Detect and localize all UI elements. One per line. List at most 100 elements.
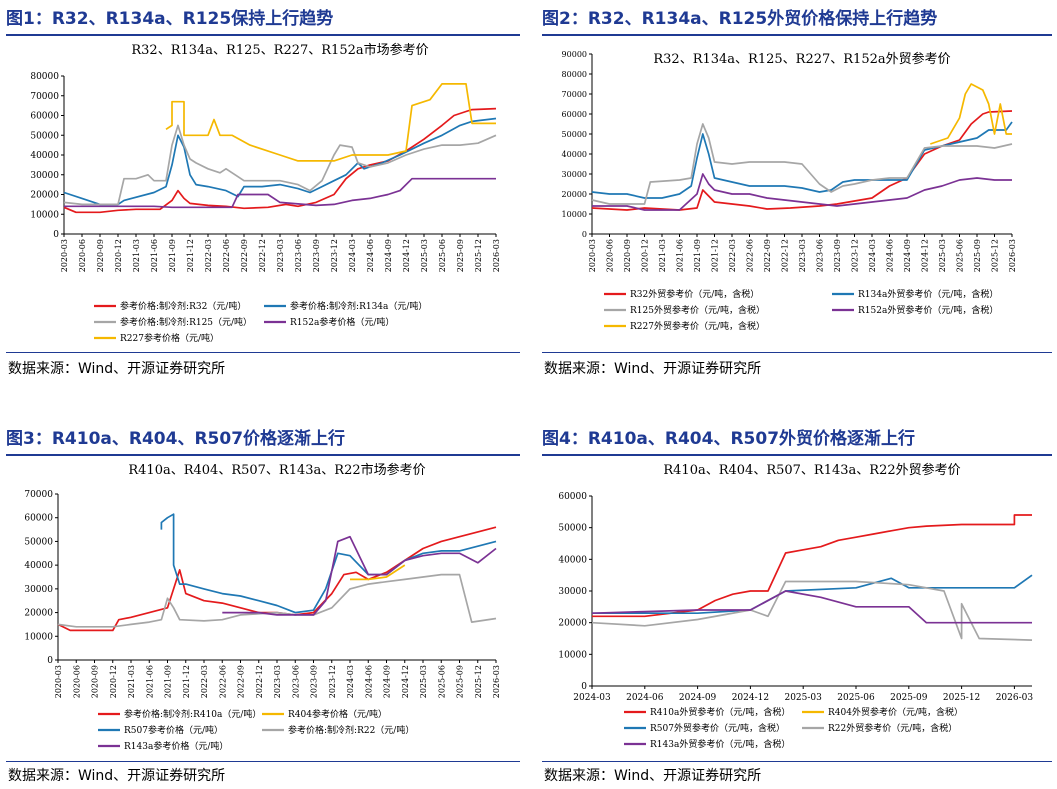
chart-3-svg: R410a、R404、R507、R143a、R22市场参考价 0 10000 2000… xyxy=(24,462,501,752)
y-tick-label: 40000 xyxy=(24,561,53,571)
x-tick-label: 2024-09 xyxy=(679,693,717,703)
series-line xyxy=(63,117,497,206)
y-tick-label: 70000 xyxy=(24,490,53,500)
y-tick-label: 90000 xyxy=(562,50,587,59)
legend-label: R125外贸参考价（元/吨，含税） xyxy=(630,304,765,316)
series-line xyxy=(350,564,406,581)
y-tick-label: 10000 xyxy=(30,210,59,220)
x-tick-label: 2024-09 xyxy=(384,239,393,272)
x-tick-label: 2023-06 xyxy=(816,239,825,272)
x-tick-label: 2025-03 xyxy=(419,665,428,698)
figure-2-heading: 图2：R32、R134a、R125外贸价格保持上行趋势 xyxy=(542,9,938,29)
x-tick-label: 2023-03 xyxy=(273,665,282,698)
series-line xyxy=(63,107,497,214)
y-tick-label: 30000 xyxy=(558,587,587,597)
x-tick-label: 2021-06 xyxy=(676,239,685,272)
y-tick-label: 10000 xyxy=(558,650,587,660)
x-tick-label: 2021-09 xyxy=(168,239,177,272)
legend-label: R152a外贸参考价（元/吨，含税） xyxy=(858,304,998,316)
legend-label: R404参考价格（元/吨） xyxy=(288,708,387,720)
x-tick-label: 2022-06 xyxy=(746,239,755,272)
y-tick-label: 70000 xyxy=(30,92,59,102)
legend-label: R227外贸参考价（元/吨，含税） xyxy=(630,320,765,332)
y-tick-label: 60000 xyxy=(30,112,59,122)
y-tick-label: 80000 xyxy=(562,70,587,79)
x-tick-label: 2025-09 xyxy=(456,239,465,272)
x-tick-label: 2024-09 xyxy=(383,665,392,698)
figure-2-source: 数据来源：Wind、开源证券研究所 xyxy=(544,361,762,377)
x-tick-label: 2025-06 xyxy=(437,665,446,698)
series-line xyxy=(592,173,1012,211)
x-tick-label: 2020-09 xyxy=(91,665,100,698)
x-tick-label: 2021-06 xyxy=(145,665,154,698)
x-tick-label: 2020-06 xyxy=(72,665,81,698)
x-tick-label: 2025-06 xyxy=(956,239,965,272)
source-rule xyxy=(6,352,520,353)
figure-1-heading: 图1：R32、R134a、R125保持上行趋势 xyxy=(6,9,334,29)
x-tick-label: 2022-03 xyxy=(200,665,209,698)
legend-label: R410a外贸参考价（元/吨，含税） xyxy=(650,706,790,718)
x-tick-label: 2024-12 xyxy=(921,239,930,272)
source-rule xyxy=(542,352,1052,353)
series-line xyxy=(591,590,1032,624)
y-tick-label: 50000 xyxy=(558,524,587,534)
legend-label: R134a外贸参考价（元/吨，含税） xyxy=(858,288,998,300)
y-tick-label: 80000 xyxy=(30,72,59,82)
y-tick-label: 50000 xyxy=(562,130,587,139)
series-line xyxy=(64,177,496,209)
x-tick-label: 2023-12 xyxy=(330,239,339,272)
x-tick-label: 2026-03 xyxy=(492,239,501,272)
x-tick-label: 2025-09 xyxy=(456,665,465,698)
x-tick-label: 2020-09 xyxy=(623,239,632,272)
x-tick-label: 2021-03 xyxy=(132,239,141,272)
x-tick-label: 2020-06 xyxy=(606,239,615,272)
x-tick-label: 2026-03 xyxy=(1008,239,1017,272)
x-tick-label: 2022-09 xyxy=(240,239,249,272)
chart-title: R410a、R404、R507、R143a、R22外贸参考价 xyxy=(663,462,960,478)
legend-label: 参考价格:制冷剂:R134a（元/吨） xyxy=(290,300,427,312)
y-tick-label: 10000 xyxy=(24,632,53,642)
x-tick-label: 2020-09 xyxy=(96,239,105,272)
x-tick-label: 2024-12 xyxy=(732,693,769,703)
series-line xyxy=(222,535,497,616)
chart-2-svg: R32、R134a、R125、R227、R152a外贸参考价 0 10000 2000… xyxy=(562,50,1017,332)
x-tick-label: 2025-03 xyxy=(938,239,947,272)
x-tick-label: 2020-06 xyxy=(78,239,87,272)
figure-4-source: 数据来源：Wind、开源证券研究所 xyxy=(544,768,762,784)
source-rule xyxy=(6,761,520,762)
x-tick-label: 2024-12 xyxy=(401,665,410,698)
x-tick-label: 2022-06 xyxy=(218,665,227,698)
series-line xyxy=(165,83,496,162)
x-tick-label: 2023-09 xyxy=(833,239,842,272)
legend-label: R227参考价格（元/吨） xyxy=(120,332,219,344)
x-tick-label: 2022-12 xyxy=(781,239,790,272)
y-tick-label: 20000 xyxy=(558,619,587,629)
legend-label: R404外贸参考价（元/吨，含税） xyxy=(828,706,963,718)
x-tick-label: 2025-03 xyxy=(420,239,429,272)
y-tick-label: 20000 xyxy=(562,190,587,199)
x-tick-label: 2024-06 xyxy=(366,239,375,272)
x-tick-label: 2023-03 xyxy=(798,239,807,272)
heading-rule xyxy=(542,454,1052,456)
legend-label: R507参考价格（元/吨） xyxy=(124,724,223,736)
x-tick-label: 2024-12 xyxy=(402,239,411,272)
x-tick-label: 2024-06 xyxy=(886,239,895,272)
x-tick-label: 2023-12 xyxy=(328,665,337,698)
series-line xyxy=(160,513,497,614)
x-tick-label: 2024-09 xyxy=(903,239,912,272)
y-tick-label: 40000 xyxy=(562,150,587,159)
legend-label: 参考价格:制冷剂:R32（元/吨） xyxy=(120,300,246,312)
series-line xyxy=(592,514,1032,618)
legend-label: 参考价格:制冷剂:R22（元/吨） xyxy=(288,724,414,736)
y-tick-label: 40000 xyxy=(30,151,59,161)
y-tick-label: 20000 xyxy=(24,609,53,619)
heading-rule xyxy=(6,454,520,456)
x-tick-label: 2023-09 xyxy=(310,665,319,698)
y-tick-label: 60000 xyxy=(24,514,53,524)
x-tick-label: 2026-03 xyxy=(492,665,501,698)
x-tick-label: 2021-12 xyxy=(711,239,720,272)
legend-label: R143a外贸参考价（元/吨，含税） xyxy=(650,738,790,750)
y-tick-label: 60000 xyxy=(562,110,587,119)
x-tick-label: 2025-09 xyxy=(890,693,928,703)
y-tick-label: 0 xyxy=(53,230,59,240)
